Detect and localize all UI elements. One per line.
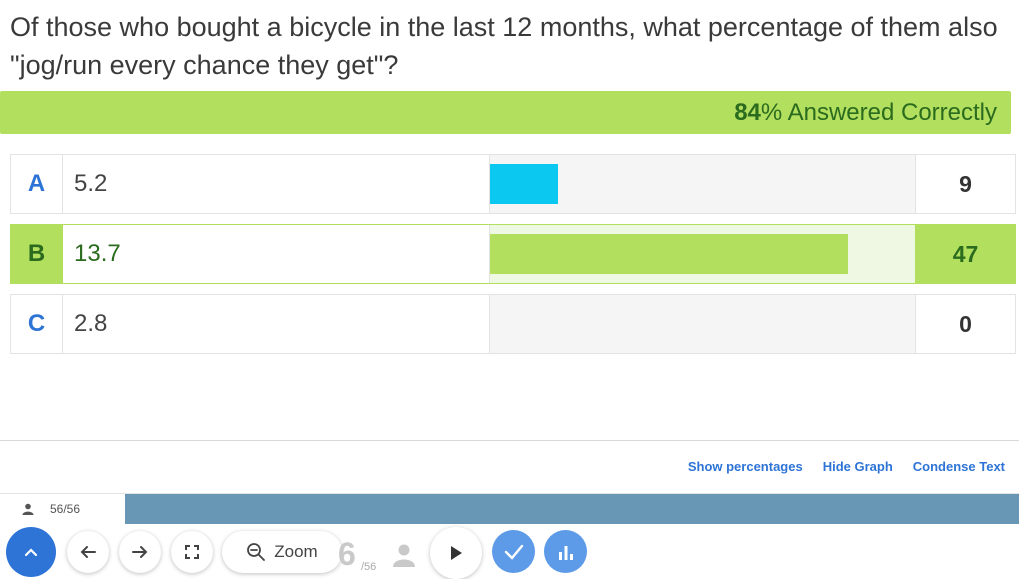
view-options: Show percentages Hide Graph Condense Tex… bbox=[688, 459, 1005, 474]
hide-graph-link[interactable]: Hide Graph bbox=[822, 459, 893, 474]
bar-chart-icon bbox=[558, 545, 573, 560]
checkmark-icon bbox=[504, 544, 523, 560]
answer-count: 9 bbox=[915, 155, 1015, 213]
zoom-label: Zoom bbox=[274, 542, 318, 561]
chevron-up-icon bbox=[24, 548, 38, 557]
condense-text-link[interactable]: Condense Text bbox=[912, 459, 1005, 474]
play-button[interactable] bbox=[430, 527, 482, 579]
result-text: 84% Answered Correctly bbox=[734, 99, 997, 127]
answer-letter: A bbox=[11, 155, 63, 213]
answer-graph bbox=[489, 225, 916, 283]
answer-graph bbox=[489, 155, 916, 213]
zoom-out-icon bbox=[247, 543, 266, 561]
play-icon bbox=[451, 546, 462, 560]
answer-text: 5.2 bbox=[74, 170, 108, 197]
question-text: Of those who bought a bicycle in the las… bbox=[10, 12, 998, 80]
answer-letter: C bbox=[11, 295, 63, 353]
arrow-left-icon bbox=[80, 546, 96, 558]
result-percent: 84 bbox=[734, 99, 761, 126]
show-percentages-link[interactable]: Show percentages bbox=[687, 459, 803, 474]
response-progress: 56/56 bbox=[0, 493, 1019, 524]
answer-count: 47 bbox=[915, 225, 1015, 283]
participant-icon bbox=[393, 544, 415, 567]
user-icon bbox=[22, 503, 34, 515]
fullscreen-button[interactable] bbox=[171, 531, 213, 573]
progress-fill bbox=[125, 494, 1019, 524]
answer-count: 0 bbox=[915, 295, 1015, 353]
collapse-button[interactable] bbox=[6, 527, 56, 577]
answer-row-c[interactable]: C 2.8 0 bbox=[10, 294, 1016, 354]
show-chart-button[interactable] bbox=[544, 530, 587, 573]
previous-button[interactable] bbox=[67, 531, 109, 573]
page-number: 6 bbox=[338, 536, 356, 572]
answer-row-a[interactable]: A 5.2 9 bbox=[10, 154, 1016, 214]
next-button[interactable] bbox=[119, 531, 161, 573]
divider bbox=[0, 440, 1019, 441]
answer-text: 2.8 bbox=[74, 310, 108, 337]
result-label: % Answered Correctly bbox=[760, 99, 997, 126]
answer-row-b[interactable]: B 13.7 47 bbox=[10, 224, 1016, 284]
arrow-right-icon bbox=[132, 546, 148, 558]
result-banner: 84% Answered Correctly bbox=[0, 91, 1011, 134]
answer-graph bbox=[489, 295, 916, 353]
progress-label: 56/56 bbox=[0, 494, 125, 524]
page-total: /56 bbox=[361, 561, 377, 573]
zoom-button[interactable]: Zoom bbox=[222, 531, 342, 573]
answer-letter: B bbox=[11, 225, 63, 283]
bottom-toolbar: Zoom 6 /56 bbox=[0, 523, 1019, 579]
fullscreen-icon bbox=[185, 545, 199, 559]
reveal-answer-button[interactable] bbox=[492, 530, 535, 573]
answer-bar bbox=[490, 234, 848, 274]
answer-bar bbox=[490, 164, 558, 204]
answer-text: 13.7 bbox=[74, 240, 121, 267]
progress-count: 56/56 bbox=[50, 502, 81, 516]
